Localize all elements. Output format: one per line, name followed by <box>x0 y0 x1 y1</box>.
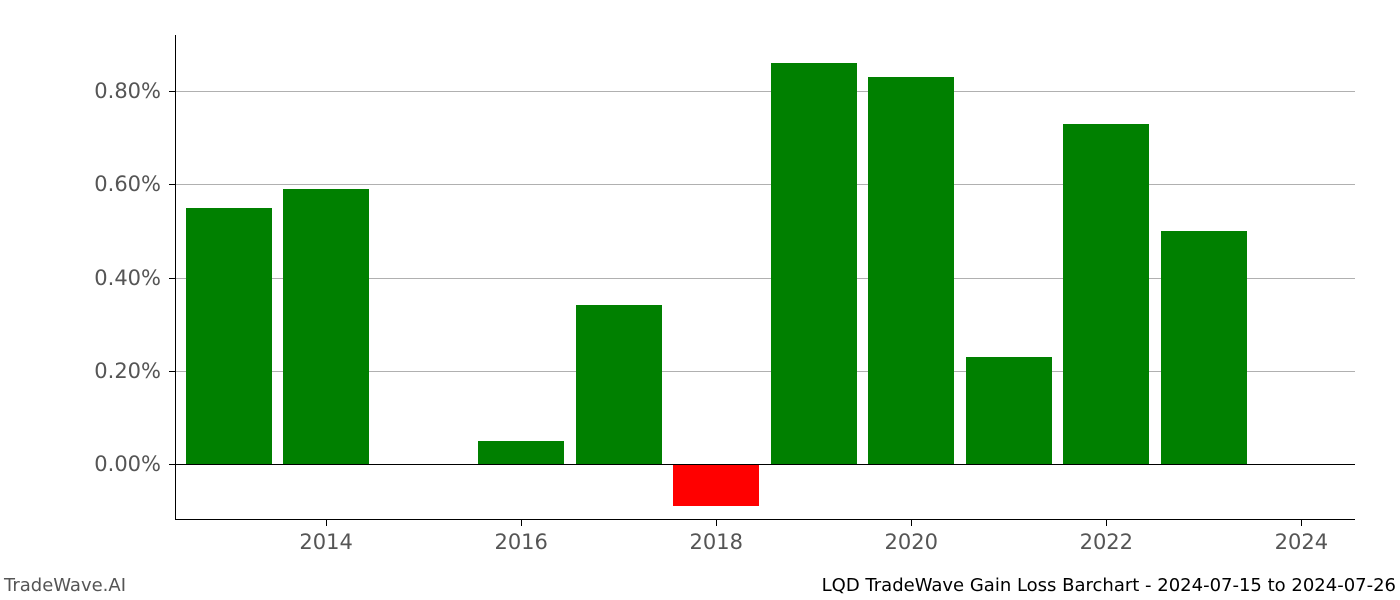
y-gridline <box>175 184 1355 185</box>
bar <box>966 357 1052 464</box>
bar <box>283 189 369 464</box>
x-tick-label: 2024 <box>1275 530 1328 554</box>
footer-left-text: TradeWave.AI <box>4 575 126 596</box>
x-tick-mark <box>1301 520 1302 526</box>
y-tick-label: 0.80% <box>94 79 161 103</box>
bar <box>868 77 954 464</box>
x-tick-mark <box>521 520 522 526</box>
bar <box>478 441 564 464</box>
bar <box>1161 231 1247 464</box>
bar <box>576 305 662 464</box>
bar <box>771 63 857 464</box>
chart-container: 0.00% 0.20% 0.40% 0.60% 0.80% 2014 2016 2018 202… <box>0 0 1400 600</box>
bar <box>186 208 272 464</box>
y-tick-label: 0.20% <box>94 359 161 383</box>
x-tick-label: 2016 <box>494 530 547 554</box>
y-gridline <box>175 91 1355 92</box>
zero-line <box>175 464 1355 465</box>
x-tick-mark <box>326 520 327 526</box>
footer-right-text: LQD TradeWave Gain Loss Barchart - 2024-… <box>822 575 1396 596</box>
x-tick-mark <box>1106 520 1107 526</box>
bar <box>1063 124 1149 464</box>
x-axis-spine <box>175 519 1355 520</box>
x-tick-mark <box>716 520 717 526</box>
plot-area: 0.00%0.20%0.40%0.60%0.80%201420162018202… <box>175 35 1355 520</box>
x-tick-label: 2020 <box>885 530 938 554</box>
x-tick-label: 2018 <box>690 530 743 554</box>
bar <box>673 464 759 506</box>
y-axis-spine <box>175 35 176 520</box>
x-tick-label: 2022 <box>1080 530 1133 554</box>
x-tick-label: 2014 <box>299 530 352 554</box>
y-tick-label: 0.40% <box>94 266 161 290</box>
y-tick-label: 0.60% <box>94 172 161 196</box>
x-tick-mark <box>911 520 912 526</box>
y-tick-label: 0.00% <box>94 452 161 476</box>
